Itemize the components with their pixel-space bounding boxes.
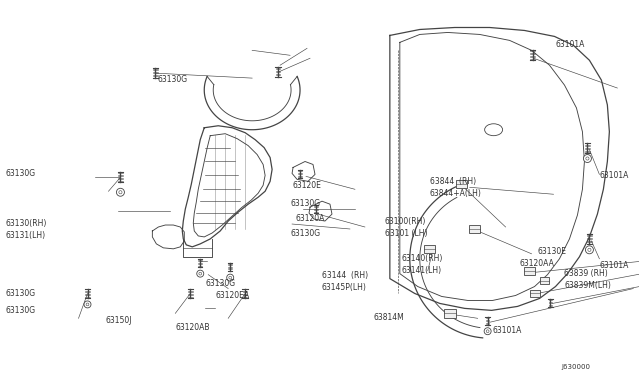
Circle shape [588,248,591,251]
Bar [469,225,480,233]
Text: 63130G: 63130G [290,229,320,238]
Circle shape [84,301,91,308]
Text: 63130E: 63130E [538,247,566,256]
Circle shape [196,270,204,277]
Text: 63844+A(LH): 63844+A(LH) [430,189,482,198]
Text: 63844  (RH): 63844 (RH) [430,177,476,186]
Text: 63101A: 63101A [600,261,628,270]
Text: 63130G: 63130G [6,289,36,298]
Text: 63130G: 63130G [6,169,36,179]
Bar [424,245,435,253]
Bar [529,290,540,297]
Text: 63120E: 63120E [292,181,321,190]
Circle shape [86,303,89,306]
Text: 63145P(LH): 63145P(LH) [322,283,367,292]
Text: 63140(RH): 63140(RH) [402,254,443,263]
Text: 63839M(LH): 63839M(LH) [564,280,611,289]
Circle shape [227,274,234,281]
Text: J630000: J630000 [561,364,591,370]
Text: 63120A: 63120A [295,214,324,223]
Bar [456,180,467,188]
Bar [444,309,456,318]
Text: 63101A: 63101A [600,171,628,180]
Text: 63130(RH): 63130(RH) [6,219,47,228]
Circle shape [119,191,122,194]
Text: 63101 (LH): 63101 (LH) [385,229,428,238]
Text: 63814M: 63814M [374,313,404,323]
Text: 63131(LH): 63131(LH) [6,231,46,240]
Circle shape [116,188,124,196]
Circle shape [586,157,589,160]
Text: 63120AA: 63120AA [520,259,554,268]
Text: 63144  (RH): 63144 (RH) [322,271,368,280]
Ellipse shape [484,124,502,136]
Circle shape [199,272,202,275]
Text: 63130G: 63130G [290,199,320,208]
Text: 63130G: 63130G [205,279,236,288]
Circle shape [228,276,232,279]
Text: 63130G: 63130G [6,307,36,315]
Bar [540,277,549,284]
Circle shape [484,328,491,335]
Text: 63120EA: 63120EA [215,291,250,299]
Circle shape [586,246,593,254]
Text: 63141(LH): 63141(LH) [402,266,442,275]
Text: 63101A: 63101A [493,326,522,335]
Text: 63100(RH): 63100(RH) [385,217,426,226]
Text: 63839 (RH): 63839 (RH) [564,269,608,278]
Bar [524,267,535,275]
Text: 63150J: 63150J [106,316,132,326]
Circle shape [486,330,489,333]
Text: 63130G: 63130G [157,75,188,84]
Circle shape [584,154,591,163]
Text: 63120AB: 63120AB [175,323,210,332]
Text: 63101A: 63101A [556,41,585,49]
